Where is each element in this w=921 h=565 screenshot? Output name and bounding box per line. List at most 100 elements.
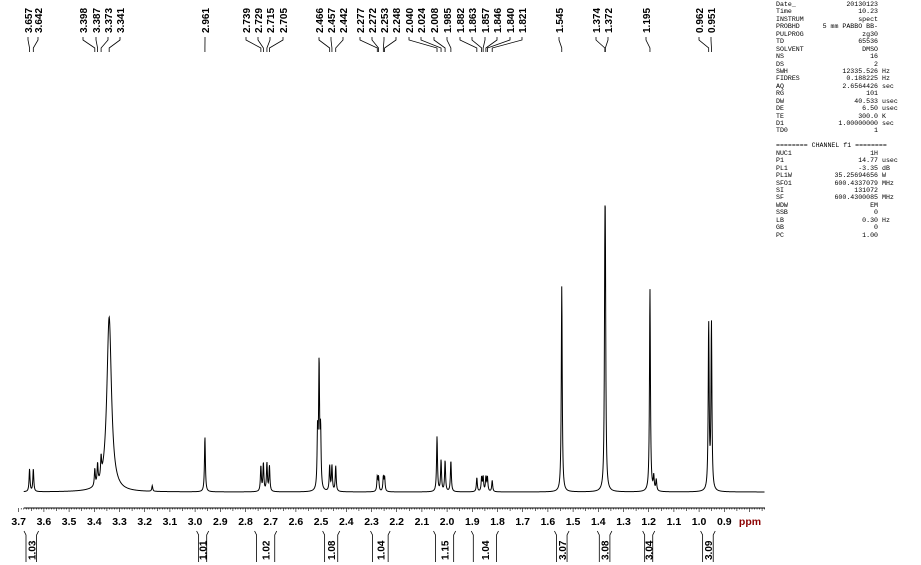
- integral-value: 3.08: [601, 540, 612, 560]
- peak-label: 2.466: [315, 8, 326, 33]
- integral-value: 1.01: [199, 540, 210, 560]
- peak-label-connector: [459, 37, 478, 52]
- peak-label-connector: [245, 37, 262, 52]
- integral-value: 1.08: [327, 540, 338, 560]
- parameter-value: 1: [874, 127, 878, 135]
- integral-bracket-right: [566, 530, 570, 562]
- peak-label-connector: [384, 37, 397, 52]
- integral-value: 1.15: [441, 540, 452, 560]
- peak-label: 1.846: [493, 8, 504, 33]
- integral-bracket-right: [36, 530, 39, 562]
- parameter-unit: MHz: [882, 194, 894, 202]
- parameter-unit: Hz: [882, 216, 890, 224]
- parameter-value: 12335.526: [842, 67, 878, 75]
- peak-label: 3.387: [92, 8, 103, 33]
- integral-value: 3.09: [704, 540, 715, 560]
- x-tick-label: 3.1: [163, 516, 178, 528]
- parameter-name: INSTRUM: [776, 15, 804, 23]
- parameter-value: 1.00: [862, 231, 878, 239]
- parameter-unit: [878, 46, 904, 53]
- peak-label: 1.863: [468, 8, 479, 33]
- parameter-name: PROBHD: [776, 23, 800, 31]
- parameter-row: PC 1.00: [776, 232, 904, 239]
- x-tick-label: 3.3: [112, 516, 127, 528]
- parameter-name: SSB: [776, 209, 788, 217]
- peak-label-connector: [645, 37, 651, 52]
- x-tick-label: 1.0: [692, 516, 707, 528]
- parameter-row: RG 101: [776, 90, 904, 97]
- x-tick-label: 1.2: [641, 516, 656, 528]
- parameter-name: SI: [776, 186, 784, 194]
- peak-label: 1.374: [592, 8, 603, 33]
- acquisition-parameters: Date_ 20130123 Time 10.23 INSTRUM spect PROBHD…: [776, 1, 904, 239]
- x-tick-label: 2.2: [389, 516, 404, 528]
- parameter-row: TE 300.0 K: [776, 113, 904, 120]
- integral-bracket-right: [496, 530, 499, 562]
- integral-bracket-right: [387, 530, 391, 562]
- parameter-unit: [878, 209, 904, 216]
- integral-bracket-left: [700, 530, 704, 562]
- peak-label-connector: [27, 37, 30, 52]
- parameter-unit: [878, 187, 904, 194]
- parameter-value: 0: [874, 224, 878, 232]
- parameter-name: GB: [776, 224, 784, 232]
- peak-label-connector: [95, 37, 98, 52]
- integral-bracket-left: [254, 530, 257, 562]
- peak-label-connector: [433, 37, 446, 52]
- parameter-row: SI 131072: [776, 187, 904, 194]
- peak-label-connector: [420, 37, 442, 52]
- integral-bracket-right: [652, 530, 656, 562]
- integral-bracket-left: [370, 530, 373, 562]
- x-tick-label: 3.0: [188, 516, 203, 528]
- peak-label-connector: [335, 37, 344, 52]
- peak-label: 2.715: [266, 8, 277, 33]
- integral-bracket-right: [206, 530, 210, 562]
- peak-label: 2.277: [356, 8, 367, 33]
- parameter-row: NS 16: [776, 53, 904, 60]
- x-tick-label: 3.2: [137, 516, 152, 528]
- x-tick-label: 2.9: [213, 516, 228, 528]
- parameter-unit: [878, 202, 904, 209]
- peak-label-connector: [100, 37, 109, 52]
- peak-label: 2.272: [368, 8, 379, 33]
- peak-label: 2.739: [242, 8, 253, 33]
- parameter-value: 14.77: [858, 157, 878, 165]
- integral-value: 3.07: [558, 540, 569, 560]
- integral-bracket-right: [453, 530, 457, 562]
- x-tick-label: 3.4: [87, 516, 102, 528]
- parameter-row: D1 1.00000000 sec: [776, 120, 904, 127]
- parameter-row: DS 2: [776, 61, 904, 68]
- parameter-value: EM: [870, 201, 878, 209]
- parameter-value: -3.35: [858, 164, 878, 172]
- parameter-row: PL1 -3.35 dB: [776, 165, 904, 172]
- peak-label-connector: [604, 37, 609, 52]
- parameter-name: PULPROG: [776, 30, 804, 38]
- peak-label-connector: [487, 37, 511, 52]
- x-tick-label: 1.3: [616, 516, 631, 528]
- parameter-name: TE: [776, 112, 784, 120]
- parameter-row: DW 40.533 usec: [776, 98, 904, 105]
- peak-label-connector: [330, 37, 333, 52]
- parameter-name: PL1W: [776, 172, 792, 180]
- parameter-row: PULPROG zg30: [776, 31, 904, 38]
- peak-label: 1.545: [555, 8, 566, 33]
- peak-label-connector: [359, 37, 378, 52]
- parameter-name: Time: [776, 8, 792, 16]
- parameter-value: 16: [870, 53, 878, 61]
- parameter-unit: sec: [882, 82, 894, 90]
- parameter-unit: K: [882, 112, 886, 120]
- peak-label-connector: [266, 37, 271, 52]
- parameter-unit: [878, 224, 904, 231]
- x-tick-label: 1.7: [515, 516, 530, 528]
- parameter-name: TD0: [776, 127, 788, 135]
- peak-label: 2.442: [339, 8, 350, 33]
- integral-bracket-left: [322, 530, 326, 562]
- x-axis-label: ppm: [739, 516, 761, 528]
- channel-header: ======== CHANNEL f1 ========: [776, 142, 887, 150]
- parameter-value: 35.25694656: [834, 172, 878, 180]
- peak-label: 1.821: [518, 8, 529, 33]
- parameter-name: SFO1: [776, 179, 792, 187]
- peak-label-connector: [491, 37, 523, 52]
- parameter-name: SOLVENT: [776, 45, 804, 53]
